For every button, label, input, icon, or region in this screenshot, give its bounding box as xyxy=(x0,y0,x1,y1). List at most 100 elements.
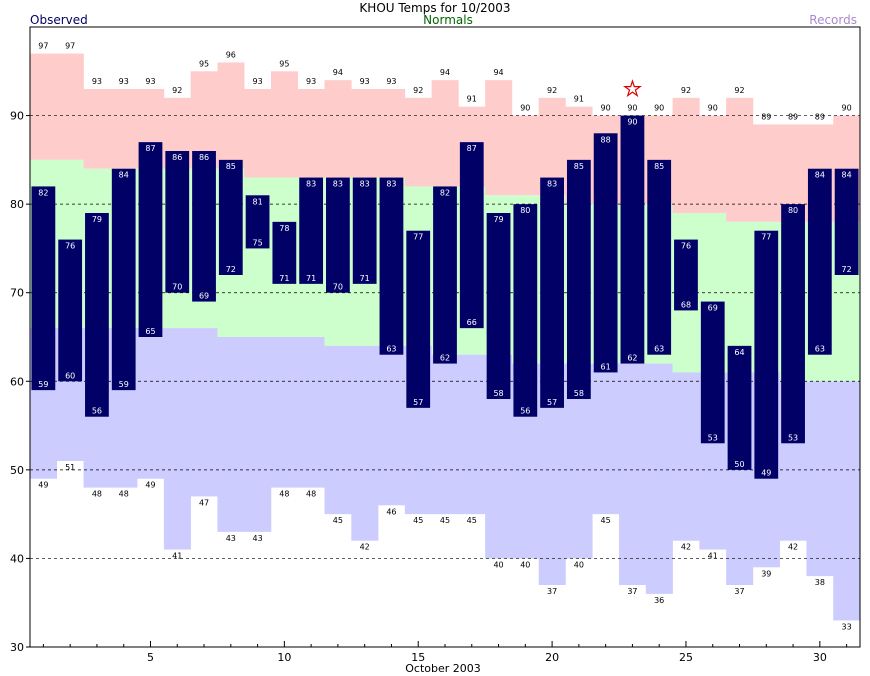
record-low-band xyxy=(806,381,834,577)
observed-high-label: 76 xyxy=(681,242,691,251)
record-high-label: 90 xyxy=(708,104,718,113)
observed-high-label: 84 xyxy=(815,171,825,180)
observed-low-label: 66 xyxy=(467,318,477,327)
record-low-band xyxy=(244,337,272,532)
observed-bar xyxy=(700,301,725,444)
record-low-band xyxy=(137,328,165,479)
observed-low-label: 56 xyxy=(520,407,530,416)
observed-bar xyxy=(807,168,832,355)
observed-bar xyxy=(540,177,564,408)
observed-bar xyxy=(513,204,538,417)
y-tick-label: 60 xyxy=(10,375,24,388)
observed-low-label: 65 xyxy=(145,327,155,336)
record-high-label: 90 xyxy=(601,104,611,113)
record-high-band xyxy=(324,80,352,178)
record-high-band xyxy=(270,71,299,178)
record-low-label: 42 xyxy=(788,543,798,552)
observed-bar xyxy=(406,230,431,408)
record-high-band xyxy=(726,97,754,222)
x-tick-label: 15 xyxy=(411,651,425,664)
record-low-label: 40 xyxy=(574,560,584,569)
legend-records: Records xyxy=(809,13,857,27)
record-low-band xyxy=(458,354,486,515)
record-high-band xyxy=(110,89,138,169)
record-low-band xyxy=(431,354,459,515)
observed-high-label: 80 xyxy=(788,206,798,215)
observed-bar xyxy=(138,142,163,337)
x-tick-label: 10 xyxy=(277,651,291,664)
observed-high-label: 84 xyxy=(119,171,129,180)
record-high-label: 90 xyxy=(842,104,852,113)
record-low-band xyxy=(163,328,191,550)
observed-bar xyxy=(31,186,56,391)
observed-bar xyxy=(593,133,618,373)
record-low-band xyxy=(190,328,218,497)
observed-low-label: 58 xyxy=(574,389,584,398)
record-low-label: 43 xyxy=(252,534,262,543)
record-high-label: 95 xyxy=(279,59,289,68)
observed-bar xyxy=(674,239,698,311)
record-high-label: 94 xyxy=(440,68,450,77)
observed-low-label: 61 xyxy=(601,362,611,371)
observed-bar xyxy=(299,177,324,284)
record-low-band xyxy=(297,337,325,488)
x-tick-label: 5 xyxy=(147,651,154,664)
record-high-band xyxy=(30,53,58,160)
record-low-label: 40 xyxy=(520,560,530,569)
record-high-label: 90 xyxy=(520,104,530,113)
x-tick-label: 20 xyxy=(545,651,559,664)
record-high-label: 94 xyxy=(333,68,343,77)
observed-bar xyxy=(58,239,83,382)
observed-high-label: 80 xyxy=(520,206,530,215)
observed-high-label: 85 xyxy=(574,162,584,171)
observed-low-label: 53 xyxy=(788,433,798,442)
record-low-label: 51 xyxy=(65,463,75,472)
record-high-label: 90 xyxy=(654,104,664,113)
observed-high-label: 85 xyxy=(226,162,236,171)
observed-high-label: 83 xyxy=(360,180,370,189)
record-low-label: 49 xyxy=(38,481,48,490)
observed-bar xyxy=(647,159,672,355)
record-low-label: 48 xyxy=(306,490,316,499)
observed-low-label: 50 xyxy=(734,460,744,469)
record-high-label: 89 xyxy=(788,112,798,121)
record-low-label: 39 xyxy=(761,569,771,578)
observed-high-label: 82 xyxy=(440,188,450,197)
observed-low-label: 53 xyxy=(708,433,718,442)
observed-high-label: 76 xyxy=(65,242,75,251)
observed-low-label: 63 xyxy=(654,345,664,354)
observed-low-label: 59 xyxy=(119,380,129,389)
observed-bar xyxy=(433,186,457,364)
observed-bar xyxy=(326,177,350,293)
x-axis-label: October 2003 xyxy=(405,662,481,675)
record-low-label: 36 xyxy=(654,596,664,605)
observed-high-label: 87 xyxy=(145,144,155,153)
y-tick-label: 30 xyxy=(10,641,24,654)
observed-high-label: 84 xyxy=(842,171,852,180)
record-low-label: 45 xyxy=(333,516,343,525)
record-high-label: 91 xyxy=(574,95,584,104)
record-high-label: 97 xyxy=(38,42,48,51)
record-low-label: 40 xyxy=(493,560,503,569)
record-low-label: 37 xyxy=(734,587,744,596)
record-high-label: 89 xyxy=(815,112,825,121)
observed-bar xyxy=(245,195,270,249)
observed-bar xyxy=(379,177,404,355)
observed-bar xyxy=(486,213,511,399)
record-low-label: 43 xyxy=(226,534,236,543)
record-high-label: 93 xyxy=(252,77,262,86)
observed-bar xyxy=(781,204,805,444)
record-high-label: 92 xyxy=(413,86,423,95)
y-tick-label: 80 xyxy=(10,198,24,211)
y-tick-label: 70 xyxy=(10,287,24,300)
record-high-band xyxy=(351,89,379,178)
observed-bar xyxy=(566,159,591,399)
record-high-label: 93 xyxy=(360,77,370,86)
record-low-label: 42 xyxy=(360,543,370,552)
observed-high-label: 83 xyxy=(306,180,316,189)
record-low-band xyxy=(270,337,299,488)
record-low-label: 42 xyxy=(681,543,691,552)
record-low-label: 46 xyxy=(386,507,396,516)
observed-low-label: 62 xyxy=(440,354,450,363)
